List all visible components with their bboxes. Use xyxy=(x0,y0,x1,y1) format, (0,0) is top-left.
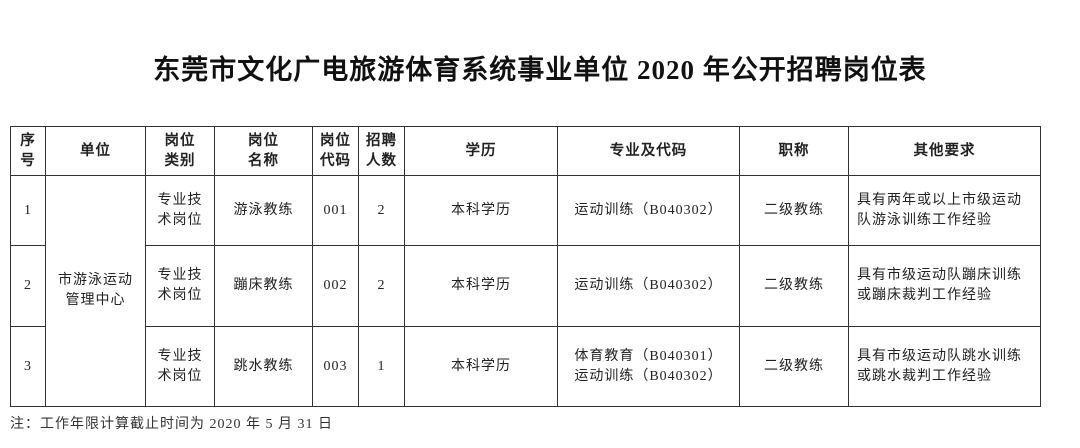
cell-count: 2 xyxy=(358,175,405,246)
cell-count: 1 xyxy=(358,326,405,407)
cell-name: 跳水教练 xyxy=(214,326,313,407)
header-cell: 单位 xyxy=(45,126,146,176)
header-row: 序 号 单位 岗位 类别 岗位 名称 岗位 代码 招聘 人数 学历 专业及代码 … xyxy=(10,126,1041,176)
cell-count: 2 xyxy=(358,245,405,327)
cell-other: 具有两年或以上市级运动 队游泳训练工作经验 xyxy=(848,175,1041,246)
recruitment-table: 序 号 单位 岗位 类别 岗位 名称 岗位 代码 招聘 人数 学历 专业及代码 … xyxy=(10,126,1041,407)
table-row: 3 专业技 术岗位 跳水教练 003 1 本科学历 体育教育（B040301） … xyxy=(10,326,1041,407)
cell-title: 二级教练 xyxy=(739,326,849,407)
cell-no: 1 xyxy=(10,175,46,246)
cell-category: 专业技 术岗位 xyxy=(145,245,215,327)
cell-category: 专业技 术岗位 xyxy=(145,326,215,407)
header-cell: 岗位 名称 xyxy=(214,126,313,176)
table-row: 2 专业技 术岗位 蹦床教练 002 2 本科学历 运动训练（B040302） … xyxy=(10,245,1041,327)
header-cell: 招聘 人数 xyxy=(358,126,405,176)
page-title: 东莞市文化广电旅游体育系统事业单位 2020 年公开招聘岗位表 xyxy=(153,55,927,85)
header-cell: 职称 xyxy=(739,126,849,176)
cell-code: 001 xyxy=(312,175,359,246)
cell-no: 2 xyxy=(10,245,46,327)
header-cell: 序 号 xyxy=(10,126,46,176)
header-cell: 其他要求 xyxy=(848,126,1041,176)
cell-major: 运动训练（B040302） xyxy=(557,175,740,246)
cell-education: 本科学历 xyxy=(404,326,558,407)
cell-no: 3 xyxy=(10,326,46,407)
header-cell: 岗位 代码 xyxy=(312,126,359,176)
cell-major: 运动训练（B040302） xyxy=(557,245,740,327)
header-cell: 岗位 类别 xyxy=(145,126,215,176)
header-cell: 学历 xyxy=(404,126,558,176)
cell-title: 二级教练 xyxy=(739,175,849,246)
cell-code: 002 xyxy=(312,245,359,327)
cell-name: 蹦床教练 xyxy=(214,245,313,327)
header-cell: 专业及代码 xyxy=(557,126,740,176)
footnote: 注：工作年限计算截止时间为 2020 年 5 月 31 日 xyxy=(10,417,333,432)
cell-major: 体育教育（B040301） 运动训练（B040302） xyxy=(557,326,740,407)
cell-other: 具有市级运动队跳水训练 或跳水裁判工作经验 xyxy=(848,326,1041,407)
table-row: 1 市游泳运动 管理中心 专业技 术岗位 游泳教练 001 2 本科学历 运动训… xyxy=(10,175,1041,407)
cell-education: 本科学历 xyxy=(404,245,558,327)
cell-unit: 市游泳运动 管理中心 xyxy=(45,175,146,407)
cell-code: 003 xyxy=(312,326,359,407)
cell-category: 专业技 术岗位 xyxy=(145,175,215,246)
cell-education: 本科学历 xyxy=(404,175,558,246)
cell-name: 游泳教练 xyxy=(214,175,313,246)
cell-title: 二级教练 xyxy=(739,245,849,327)
cell-other: 具有市级运动队蹦床训练 或蹦床裁判工作经验 xyxy=(848,245,1041,327)
